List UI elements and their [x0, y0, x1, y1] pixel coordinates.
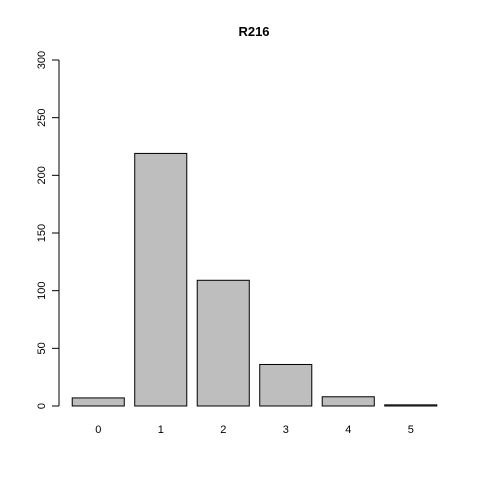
y-tick-label: 0: [36, 403, 48, 409]
bar-4: [321, 396, 375, 407]
bar-2: [196, 279, 250, 407]
bar-5: [384, 404, 438, 407]
x-tick-label: 4: [345, 424, 351, 436]
y-tick-label: 300: [36, 51, 48, 69]
x-tick-label: 3: [283, 424, 289, 436]
bar-1: [134, 152, 188, 407]
y-tick-label: 100: [36, 281, 48, 299]
y-tick-label: 150: [36, 224, 48, 242]
bar-0: [71, 397, 125, 407]
y-tick-label: 50: [36, 342, 48, 354]
x-tick-label: 5: [408, 424, 414, 436]
x-tick-label: 2: [220, 424, 226, 436]
x-axis-labels: 0 1 2 3 4 5: [95, 424, 414, 436]
chart-title: R216: [238, 24, 269, 39]
y-tick-label: 200: [36, 166, 48, 184]
y-axis: 0 50 100 150 200 250 300: [36, 51, 60, 409]
x-tick-label: 1: [158, 424, 164, 436]
y-tick-label: 250: [36, 108, 48, 126]
x-tick-label: 0: [95, 424, 101, 436]
bars-group: [71, 152, 438, 407]
bar-3: [259, 363, 313, 407]
